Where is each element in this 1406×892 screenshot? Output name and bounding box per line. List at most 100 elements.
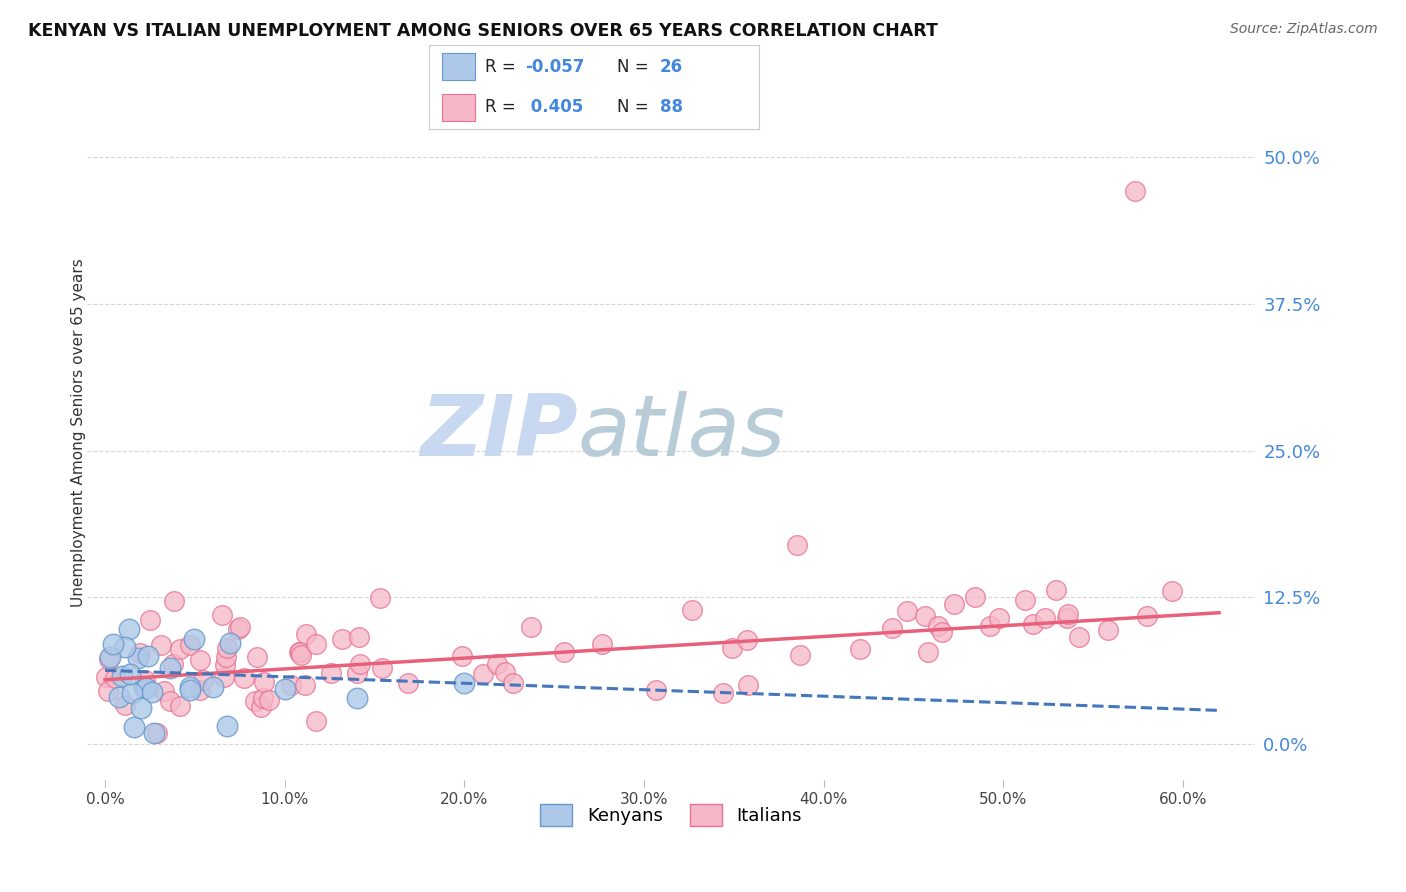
Point	[711, 686, 734, 700]
Text: 0.405: 0.405	[524, 98, 583, 116]
Point	[243, 694, 266, 708]
Point	[127, 651, 149, 665]
Point	[1123, 184, 1146, 198]
Point	[149, 638, 172, 652]
Point	[1056, 611, 1078, 625]
Point	[111, 669, 134, 683]
Point	[98, 649, 121, 664]
Point	[117, 623, 139, 637]
Text: ZIP: ZIP	[420, 392, 578, 475]
Point	[519, 620, 541, 634]
Point	[396, 676, 419, 690]
Point	[453, 675, 475, 690]
Point	[229, 620, 252, 634]
Text: -0.057: -0.057	[524, 58, 583, 76]
Point	[789, 648, 811, 662]
Point	[346, 665, 368, 680]
Text: KENYAN VS ITALIAN UNEMPLOYMENT AMONG SENIORS OVER 65 YEARS CORRELATION CHART: KENYAN VS ITALIAN UNEMPLOYMENT AMONG SEN…	[28, 22, 938, 40]
Point	[190, 652, 212, 666]
Point	[141, 684, 163, 698]
Point	[257, 693, 280, 707]
Point	[96, 670, 118, 684]
Point	[681, 602, 703, 616]
Point	[988, 611, 1011, 625]
Bar	[441, 94, 475, 120]
Point	[368, 591, 391, 605]
Point	[347, 630, 370, 644]
Point	[153, 684, 176, 698]
Point	[136, 649, 159, 664]
Point	[494, 665, 516, 679]
Point	[226, 622, 249, 636]
Point	[305, 637, 328, 651]
Point	[1067, 631, 1090, 645]
Text: R =: R =	[485, 98, 522, 116]
Point	[129, 701, 152, 715]
Point	[1022, 617, 1045, 632]
Point	[215, 719, 238, 733]
Point	[280, 678, 302, 692]
Point	[114, 698, 136, 713]
Point	[114, 640, 136, 655]
Text: 26: 26	[661, 58, 683, 76]
Point	[169, 699, 191, 714]
Point	[253, 674, 276, 689]
Text: N =: N =	[617, 58, 654, 76]
Point	[191, 673, 214, 687]
Point	[644, 683, 666, 698]
Point	[330, 632, 353, 646]
Point	[179, 680, 201, 694]
Point	[931, 624, 953, 639]
Point	[979, 619, 1001, 633]
Point	[104, 671, 127, 685]
Point	[288, 645, 311, 659]
Point	[215, 650, 238, 665]
Point	[211, 608, 233, 623]
Point	[162, 657, 184, 671]
Point	[502, 675, 524, 690]
Point	[349, 657, 371, 671]
Text: 88: 88	[661, 98, 683, 116]
Point	[217, 641, 239, 656]
Point	[135, 681, 157, 695]
Point	[927, 619, 949, 633]
Text: atlas: atlas	[578, 392, 786, 475]
Point	[98, 651, 121, 665]
Point	[143, 725, 166, 739]
Point	[169, 642, 191, 657]
Point	[295, 626, 318, 640]
Point	[122, 720, 145, 734]
Point	[97, 683, 120, 698]
Point	[1057, 607, 1080, 622]
Point	[319, 665, 342, 680]
Point	[346, 690, 368, 705]
Point	[179, 639, 201, 653]
Point	[1045, 583, 1067, 598]
Point	[305, 714, 328, 729]
Point	[553, 645, 575, 659]
Point	[290, 648, 312, 662]
Point	[735, 632, 758, 647]
Point	[1136, 609, 1159, 624]
Point	[591, 637, 613, 651]
Text: N =: N =	[617, 98, 654, 116]
Point	[896, 604, 918, 618]
Point	[121, 686, 143, 700]
Point	[219, 636, 242, 650]
Point	[129, 647, 152, 661]
Point	[451, 649, 474, 664]
Point	[288, 645, 311, 659]
Point	[108, 690, 131, 705]
Point	[118, 667, 141, 681]
Point	[721, 640, 744, 655]
Point	[737, 678, 759, 692]
Point	[371, 660, 394, 674]
Y-axis label: Unemployment Among Seniors over 65 years: Unemployment Among Seniors over 65 years	[72, 259, 86, 607]
Point	[162, 594, 184, 608]
Point	[132, 680, 155, 694]
Point	[179, 683, 201, 698]
Point	[183, 632, 205, 646]
Point	[139, 613, 162, 627]
Point	[917, 644, 939, 658]
Point	[250, 699, 273, 714]
